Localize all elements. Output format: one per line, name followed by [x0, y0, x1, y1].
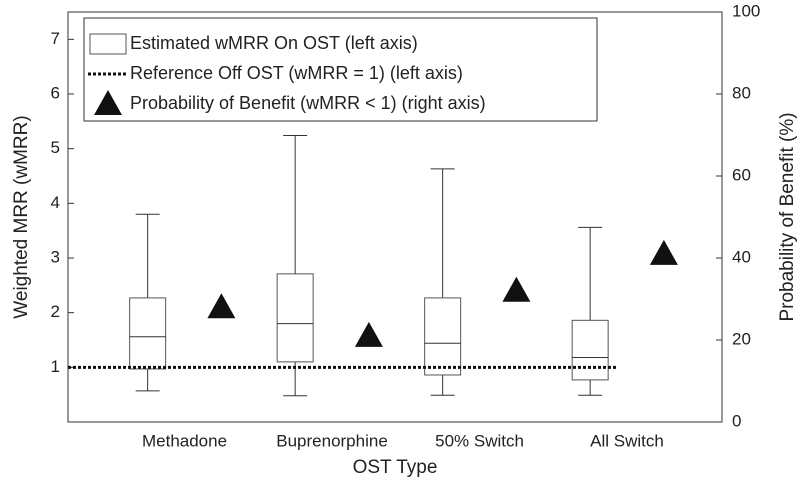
triangle-marker	[207, 293, 236, 319]
x-tick-label: Buprenorphine	[276, 431, 388, 450]
triangle-marker	[649, 239, 678, 265]
y2-axis-label: Probability of Benefit (%)	[777, 112, 798, 321]
y-tick-label: 7	[51, 29, 60, 48]
box	[129, 297, 167, 370]
y-tick-label: 2	[51, 302, 60, 321]
triangle-marker	[354, 321, 383, 347]
box	[276, 273, 314, 363]
y-tick-label: 5	[51, 138, 60, 157]
triangle-marker	[502, 276, 531, 302]
plot-frame	[67, 11, 723, 423]
y-tick-label: 1	[51, 357, 60, 376]
x-tick-label: Methadone	[142, 431, 227, 450]
legend-label: Estimated wMRR On OST (left axis)	[130, 33, 418, 53]
y-tick-label: 6	[51, 83, 60, 102]
legend-swatch	[94, 90, 122, 115]
legend-label: Reference Off OST (wMRR = 1) (left axis)	[130, 63, 463, 83]
y2-tick-label: 100	[732, 1, 760, 20]
legend-label: Probability of Benefit (wMRR < 1) (right…	[130, 93, 486, 113]
legend-swatch	[89, 33, 127, 55]
x-axis-label: OST Type	[353, 457, 438, 478]
y2-tick-label: 0	[732, 411, 741, 430]
y2-tick-label: 40	[732, 247, 751, 266]
y2-tick-label: 60	[732, 165, 751, 184]
y2-tick-label: 80	[732, 83, 751, 102]
box	[424, 297, 462, 376]
y-tick-label: 3	[51, 247, 60, 266]
legend-box	[83, 17, 598, 122]
y-axis-label: Weighted MRR (wMRR)	[11, 115, 32, 318]
box	[571, 319, 609, 381]
x-tick-label: 50% Switch	[435, 431, 524, 450]
y-tick-label: 4	[51, 193, 60, 212]
x-tick-label: All Switch	[590, 431, 664, 450]
y2-tick-label: 20	[732, 329, 751, 348]
